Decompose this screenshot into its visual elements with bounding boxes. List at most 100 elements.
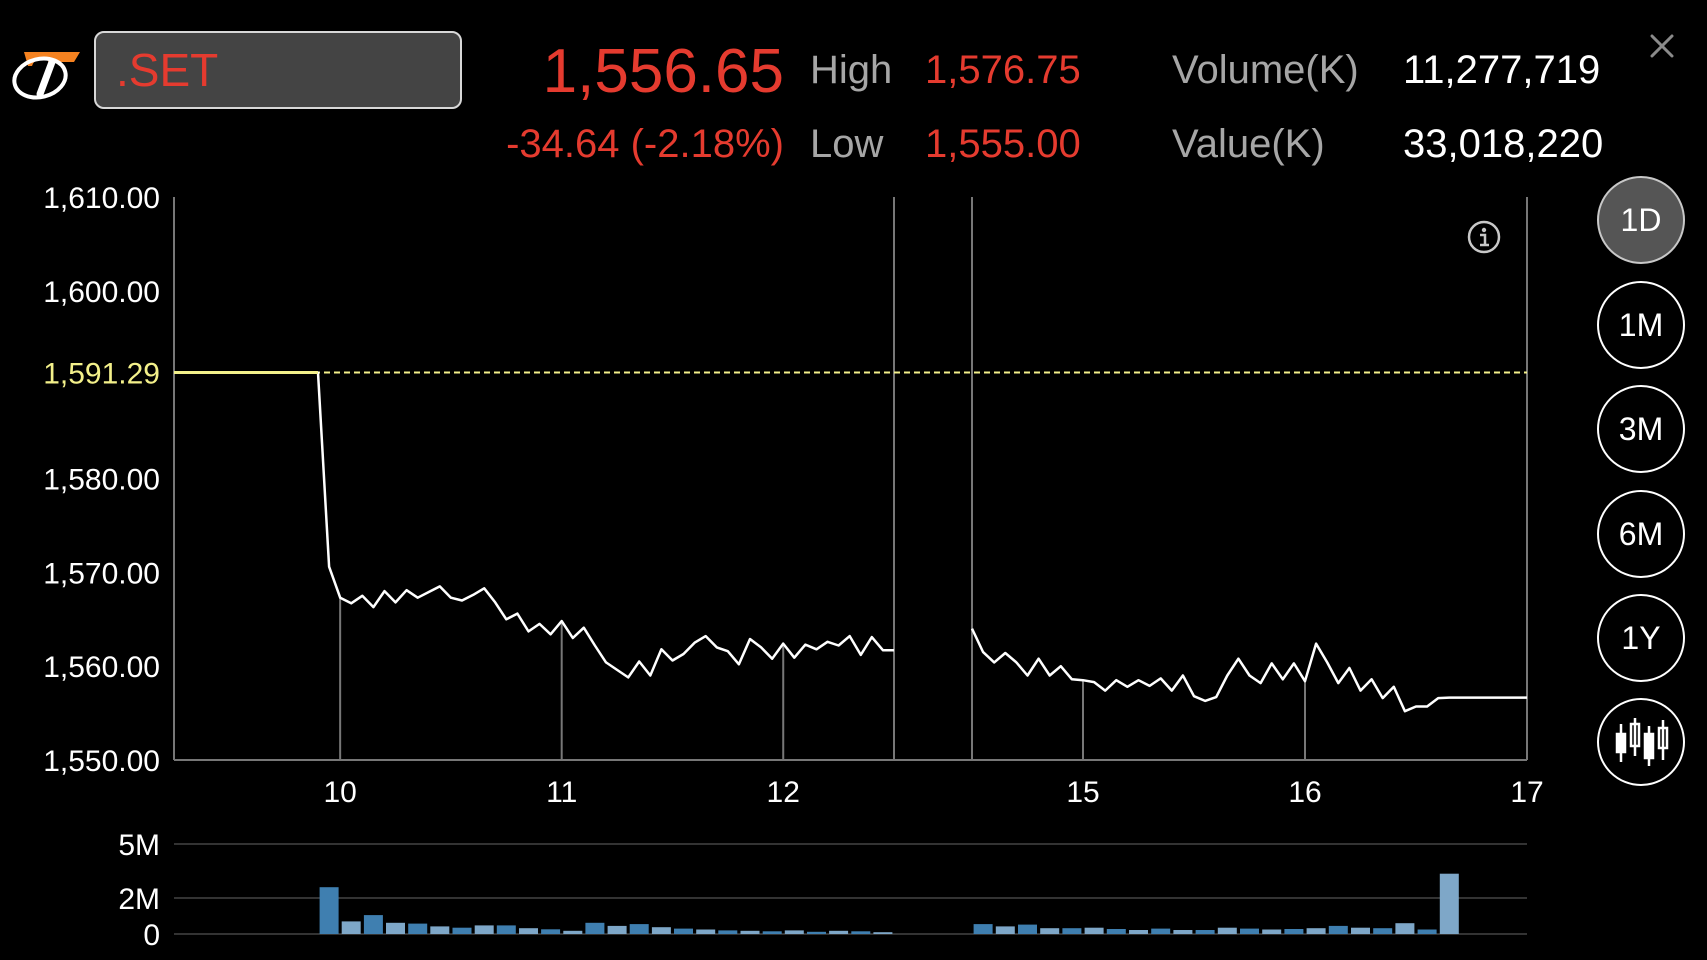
volume-bar — [1062, 928, 1082, 934]
volume-bar — [762, 931, 782, 934]
volume-bar — [541, 929, 561, 934]
volume-bar — [496, 925, 516, 934]
brand-logo-icon — [12, 52, 80, 100]
volume-label: Volume(K) — [1172, 48, 1359, 92]
period-1m-label: 1M — [1618, 306, 1664, 343]
volume-bar — [784, 930, 804, 934]
high-value: 1,576.75 — [925, 48, 1081, 92]
high-label: High — [810, 48, 893, 92]
prev-close-layer: 1,591.29 — [43, 358, 1527, 391]
volume-bar — [651, 927, 671, 934]
volume-bar — [408, 923, 428, 934]
value-value: 33,018,220 — [1403, 122, 1604, 166]
volume-bar — [452, 927, 472, 934]
symbol-label: .SET — [116, 44, 219, 96]
volume-bar — [973, 924, 993, 934]
symbol-input[interactable]: .SET — [94, 31, 462, 109]
volume-bar — [995, 926, 1015, 934]
period-3m-button[interactable]: 3M — [1597, 385, 1685, 473]
volume-bar — [696, 929, 716, 934]
volume-bar — [386, 922, 405, 934]
x-tick-label: 15 — [1066, 776, 1099, 809]
y-tick-label: 1,610.00 — [43, 182, 160, 215]
volume-bar — [1306, 928, 1326, 934]
x-tick-label: 12 — [767, 776, 800, 809]
volume-bar — [341, 921, 361, 934]
volume-bar — [1284, 929, 1304, 934]
volume-bar — [873, 932, 893, 934]
volume-bar — [1018, 924, 1037, 934]
price-line-layer — [174, 371, 1527, 713]
volume-bar — [1417, 929, 1437, 934]
volume-bar — [1084, 927, 1104, 934]
price-series-line — [174, 371, 894, 679]
period-1d-label: 1D — [1620, 201, 1662, 238]
y-tick-label: 1,570.00 — [43, 557, 160, 590]
y-tick-label: 1,560.00 — [43, 651, 160, 684]
volume-bar — [1328, 925, 1348, 934]
price-series-line — [970, 628, 1527, 713]
volume-bar — [607, 925, 627, 934]
volume-bar — [474, 925, 494, 934]
volume-bar — [1240, 928, 1259, 934]
x-tick-label: 16 — [1288, 776, 1321, 809]
value-label: Value(K) — [1172, 122, 1325, 166]
candlestick-icon — [1615, 718, 1669, 766]
y-tick-label: 1,550.00 — [43, 745, 160, 778]
volume-bar — [319, 887, 339, 934]
volume-bar — [1439, 873, 1459, 934]
x-tick-label: 11 — [546, 776, 577, 809]
price-change: -34.64 (-2.18%) — [506, 122, 784, 166]
period-1y-button[interactable]: 1Y — [1597, 594, 1685, 682]
volume-bar — [363, 915, 383, 934]
volume-bar — [1129, 930, 1148, 934]
volume-y-tick-label: 5M — [118, 829, 160, 862]
volume-bar — [1373, 928, 1393, 934]
low-value: 1,555.00 — [925, 122, 1081, 166]
x-tick-label: 10 — [323, 776, 356, 809]
volume-bar — [629, 924, 649, 934]
last-price: 1,556.65 — [542, 37, 784, 106]
period-1d-button[interactable]: 1D — [1597, 176, 1685, 264]
volume-bar — [519, 928, 538, 934]
volume-chart: 5M 2M0 — [118, 829, 1527, 952]
volume-bar — [1106, 929, 1126, 934]
candlestick-toggle-button[interactable] — [1597, 698, 1685, 786]
volume-bar — [1151, 928, 1171, 934]
volume-bar — [1351, 927, 1370, 934]
period-6m-button[interactable]: 6M — [1597, 490, 1685, 578]
close-icon[interactable] — [1640, 24, 1684, 68]
volume-bar — [807, 931, 826, 934]
volume-bar — [740, 930, 760, 934]
period-6m-label: 6M — [1618, 515, 1664, 552]
volume-bar — [1040, 928, 1060, 934]
volume-bar — [1262, 929, 1282, 934]
volume-bar — [1217, 927, 1237, 934]
period-1m-button[interactable]: 1M — [1597, 281, 1685, 369]
volume-bar — [1173, 930, 1193, 934]
y-axis: 1,610.00 1,600.00 1,580.00 1,570.00 1,560.00… — [43, 182, 160, 778]
volume-y-tick-label: 2M — [118, 883, 160, 916]
volume-bar — [563, 930, 583, 934]
volume-value: 11,277,719 — [1403, 48, 1601, 92]
volume-bar — [674, 928, 693, 934]
volume-bar — [718, 930, 738, 934]
volume-y-tick-label: 0 — [143, 919, 160, 952]
y-tick-label: 1,600.00 — [43, 276, 160, 309]
period-3m-label: 3M — [1618, 410, 1664, 447]
volume-bar — [851, 931, 871, 934]
x-axis: 10 11 12 15 16 17 — [323, 776, 1543, 809]
x-tick-label: 17 — [1510, 776, 1543, 809]
low-label: Low — [810, 122, 884, 166]
volume-bar — [1195, 930, 1215, 934]
info-icon[interactable] — [1466, 219, 1502, 255]
volume-bar — [430, 926, 450, 934]
volume-bar — [829, 930, 849, 934]
chart-grid — [173, 197, 1528, 761]
volume-bar — [585, 922, 605, 934]
prev-close-label: 1,591.29 — [43, 358, 160, 391]
volume-bar — [1395, 923, 1415, 934]
period-1y-label: 1Y — [1621, 619, 1661, 656]
